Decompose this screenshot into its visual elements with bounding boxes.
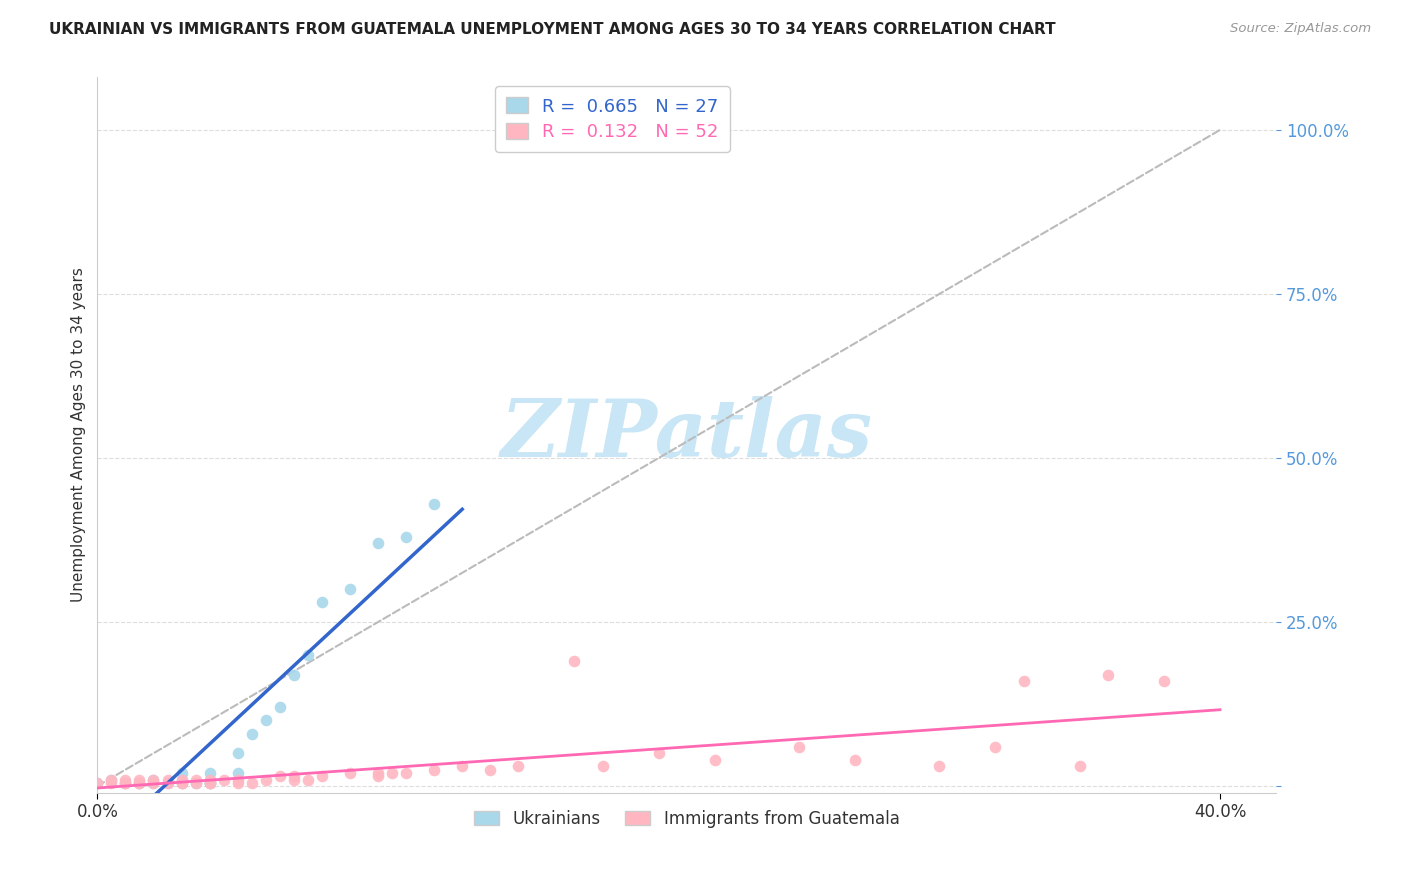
Point [170, 776, 193, 790]
Text: UKRAINIAN VS IMMIGRANTS FROM GUATEMALA UNEMPLOYMENT AMONG AGES 30 TO 34 YEARS CO: UKRAINIAN VS IMMIGRANTS FROM GUATEMALA U… [49, 22, 1056, 37]
Point [100, 772, 122, 787]
Point [423, 497, 446, 511]
Text: ZIPatlas: ZIPatlas [501, 396, 873, 474]
Point [254, 714, 277, 728]
Point [297, 648, 319, 662]
Point [703, 753, 725, 767]
Point [984, 739, 1007, 754]
Point [395, 766, 418, 780]
Point [128, 776, 150, 790]
Point [198, 772, 221, 787]
Point [844, 753, 866, 767]
Point [240, 726, 263, 740]
Point [114, 776, 136, 790]
Point [395, 530, 418, 544]
Point [198, 766, 221, 780]
Point [423, 763, 446, 777]
Point [100, 776, 122, 790]
Point [339, 766, 361, 780]
Point [142, 776, 165, 790]
Point [156, 776, 179, 790]
Point [311, 769, 333, 783]
Point [254, 772, 277, 787]
Point [367, 766, 389, 780]
Point [367, 536, 389, 550]
Point [367, 769, 389, 783]
Point [86, 776, 108, 790]
Point [170, 776, 193, 790]
Point [283, 769, 305, 783]
Point [226, 766, 249, 780]
Point [156, 776, 179, 790]
Point [311, 595, 333, 609]
Point [647, 746, 669, 760]
Point [226, 772, 249, 787]
Point [128, 772, 150, 787]
Point [564, 655, 586, 669]
Point [198, 776, 221, 790]
Point [928, 759, 950, 773]
Point [226, 746, 249, 760]
Point [508, 759, 530, 773]
Point [170, 772, 193, 787]
Point [1012, 674, 1035, 689]
Point [170, 766, 193, 780]
Point [283, 667, 305, 681]
Point [1069, 759, 1091, 773]
Point [142, 772, 165, 787]
Point [212, 772, 235, 787]
Point [451, 759, 474, 773]
Point [592, 759, 614, 773]
Point [184, 776, 207, 790]
Point [128, 776, 150, 790]
Point [184, 776, 207, 790]
Point [297, 772, 319, 787]
Point [1097, 667, 1119, 681]
Point [142, 772, 165, 787]
Point [128, 776, 150, 790]
Point [198, 776, 221, 790]
Point [114, 776, 136, 790]
Point [269, 769, 291, 783]
Y-axis label: Unemployment Among Ages 30 to 34 years: Unemployment Among Ages 30 to 34 years [72, 268, 86, 602]
Point [142, 776, 165, 790]
Point [100, 772, 122, 787]
Point [787, 739, 810, 754]
Point [269, 700, 291, 714]
Point [240, 776, 263, 790]
Point [198, 776, 221, 790]
Point [114, 776, 136, 790]
Point [170, 772, 193, 787]
Point [381, 766, 404, 780]
Legend: Ukrainians, Immigrants from Guatemala: Ukrainians, Immigrants from Guatemala [467, 803, 907, 834]
Point [86, 776, 108, 790]
Point [1153, 674, 1175, 689]
Point [170, 776, 193, 790]
Point [114, 772, 136, 787]
Point [283, 772, 305, 787]
Point [479, 763, 502, 777]
Point [156, 772, 179, 787]
Point [339, 582, 361, 597]
Point [198, 776, 221, 790]
Point [226, 776, 249, 790]
Point [184, 772, 207, 787]
Text: Source: ZipAtlas.com: Source: ZipAtlas.com [1230, 22, 1371, 36]
Point [198, 772, 221, 787]
